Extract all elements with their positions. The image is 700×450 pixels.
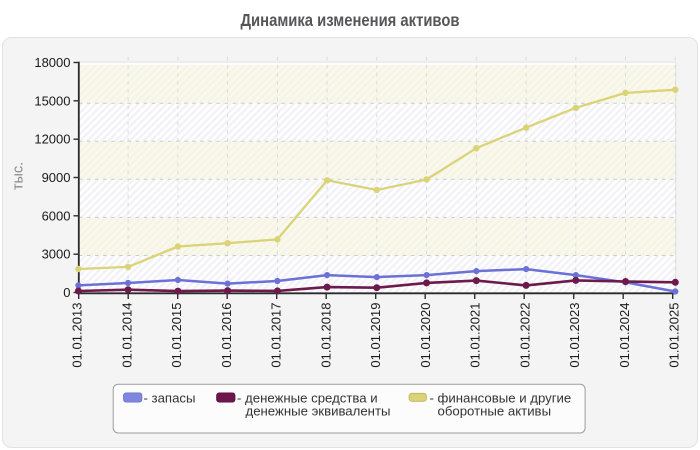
- svg-text:3000: 3000: [42, 247, 71, 262]
- svg-text:9000: 9000: [42, 170, 71, 185]
- svg-text:01.01.2022: 01.01.2022: [517, 303, 532, 368]
- svg-text:денежные эквиваленты: денежные эквиваленты: [246, 404, 391, 419]
- svg-text:12000: 12000: [34, 132, 70, 147]
- svg-text:01.01.2024: 01.01.2024: [617, 303, 632, 368]
- svg-text:18000: 18000: [34, 55, 70, 70]
- svg-text:01.01.2016: 01.01.2016: [219, 303, 234, 368]
- svg-text:01.01.2019: 01.01.2019: [368, 303, 383, 368]
- svg-text:оборотные активы: оборотные активы: [438, 404, 552, 419]
- svg-text:01.01.2017: 01.01.2017: [269, 303, 284, 368]
- svg-text:- финансовые и другие: - финансовые и другие: [430, 390, 572, 405]
- svg-text:01.01.2023: 01.01.2023: [567, 303, 582, 368]
- svg-text:15000: 15000: [34, 93, 70, 108]
- svg-text:тыс.: тыс.: [11, 162, 27, 190]
- svg-text:0: 0: [63, 285, 70, 300]
- svg-text:- денежные средства и: - денежные средства и: [237, 390, 378, 405]
- svg-text:01.01.2025: 01.01.2025: [667, 303, 682, 368]
- svg-text:6000: 6000: [42, 208, 71, 223]
- svg-text:Динамика изменения активов: Динамика изменения активов: [241, 10, 460, 30]
- svg-text:01.01.2021: 01.01.2021: [468, 302, 483, 367]
- svg-text:01.01.2015: 01.01.2015: [169, 303, 184, 368]
- svg-text:01.01.2014: 01.01.2014: [119, 303, 134, 368]
- svg-text:01.01.2018: 01.01.2018: [318, 303, 333, 368]
- svg-text:01.01.2013: 01.01.2013: [70, 303, 85, 368]
- svg-text:- запасы: - запасы: [144, 390, 196, 405]
- svg-text:01.01.2020: 01.01.2020: [418, 303, 433, 368]
